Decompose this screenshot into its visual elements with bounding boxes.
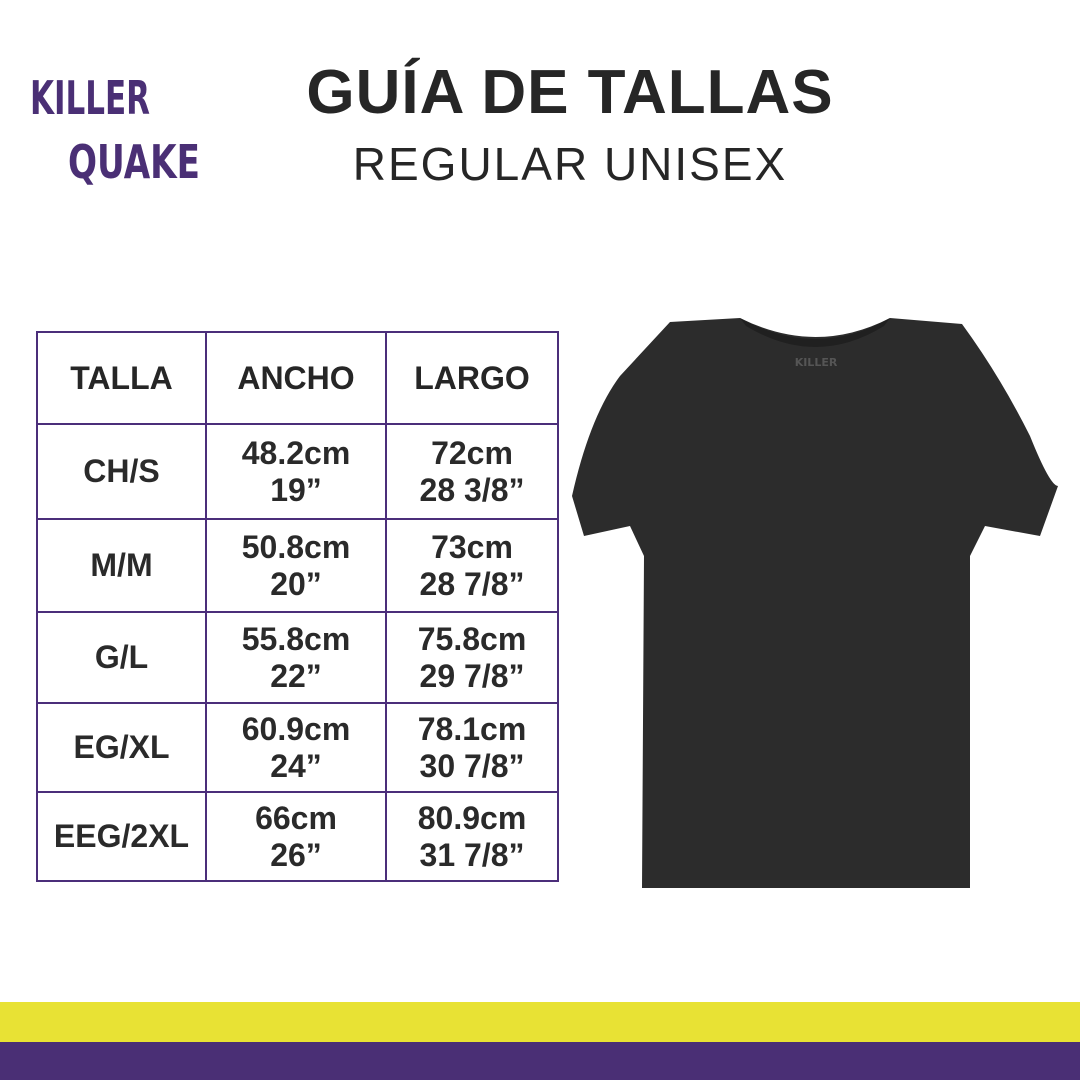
tshirt-label: KILLER: [795, 356, 838, 369]
largo-in: 28 3/8”: [419, 471, 525, 508]
ancho-cell: 66cm 26”: [205, 791, 387, 882]
size-label: EG/XL: [73, 729, 170, 765]
ancho-cm: 60.9cm: [241, 710, 351, 747]
largo-cell: 73cm 28 7/8”: [385, 518, 559, 613]
ancho-in: 24”: [270, 747, 322, 784]
size-cell: M/M: [36, 518, 207, 613]
ancho-cm: 48.2cm: [241, 434, 351, 471]
ancho-cm: 66cm: [255, 799, 337, 836]
ancho-in: 26”: [270, 836, 322, 873]
tshirt-collar: [740, 318, 890, 347]
largo-cell: 75.8cm 29 7/8”: [385, 611, 559, 704]
largo-cell: 80.9cm 31 7/8”: [385, 791, 559, 882]
table-row: EG/XL 60.9cm 24” 78.1cm 30 7/8”: [36, 702, 559, 793]
table-row: CH/S 48.2cm 19” 72cm 28 3/8”: [36, 423, 559, 520]
size-label: M/M: [90, 547, 153, 583]
footer-band-purple: [0, 1042, 1080, 1080]
header-largo: LARGO: [385, 331, 559, 425]
size-cell: EEG/2XL: [36, 791, 207, 882]
table-header-row: TALLA ANCHO LARGO: [36, 331, 559, 425]
size-label: CH/S: [83, 453, 160, 489]
page-subtitle: REGULAR UNISEX: [352, 138, 788, 190]
largo-in: 30 7/8”: [419, 747, 525, 784]
size-cell: G/L: [36, 611, 207, 704]
largo-cell: 78.1cm 30 7/8”: [385, 702, 559, 793]
table-row: M/M 50.8cm 20” 73cm 28 7/8”: [36, 518, 559, 613]
size-table: TALLA ANCHO LARGO CH/S 48.2cm 19” 72cm 28 3/…: [36, 331, 559, 882]
ancho-in: 22”: [270, 657, 322, 694]
killer-quake-logo: KILLER QUAKE: [30, 71, 200, 189]
ancho-cm: 55.8cm: [241, 620, 351, 657]
ancho-cell: 60.9cm 24”: [205, 702, 387, 793]
logo-word-killer: KILLER: [30, 71, 150, 125]
largo-in: 29 7/8”: [419, 657, 525, 694]
footer-band-yellow: [0, 1002, 1080, 1042]
largo-cell: 72cm 28 3/8”: [385, 423, 559, 520]
header-talla: TALLA: [36, 331, 207, 425]
size-cell: CH/S: [36, 423, 207, 520]
size-label: EEG/2XL: [53, 818, 190, 854]
largo-cm: 75.8cm: [417, 620, 527, 657]
size-label: G/L: [94, 639, 149, 675]
largo-cm: 73cm: [431, 528, 513, 565]
ancho-cell: 50.8cm 20”: [205, 518, 387, 613]
tshirt-body: [572, 318, 1058, 888]
largo-cm: 78.1cm: [417, 710, 527, 747]
table-row: G/L 55.8cm 22” 75.8cm 29 7/8”: [36, 611, 559, 704]
largo-in: 31 7/8”: [419, 836, 525, 873]
largo-in: 28 7/8”: [419, 565, 525, 602]
size-cell: EG/XL: [36, 702, 207, 793]
ancho-cm: 50.8cm: [241, 528, 351, 565]
ancho-cell: 55.8cm 22”: [205, 611, 387, 704]
ancho-in: 20”: [270, 565, 322, 602]
table-row: EEG/2XL 66cm 26” 80.9cm 31 7/8”: [36, 791, 559, 882]
page-title: GUÍA DE TALLAS: [306, 58, 834, 127]
ancho-in: 19”: [270, 471, 322, 508]
ancho-cell: 48.2cm 19”: [205, 423, 387, 520]
header-ancho: ANCHO: [205, 331, 387, 425]
logo-word-quake: QUAKE: [68, 135, 200, 189]
largo-cm: 72cm: [431, 434, 513, 471]
largo-cm: 80.9cm: [417, 799, 527, 836]
tshirt-image: KILLER: [572, 318, 1058, 888]
